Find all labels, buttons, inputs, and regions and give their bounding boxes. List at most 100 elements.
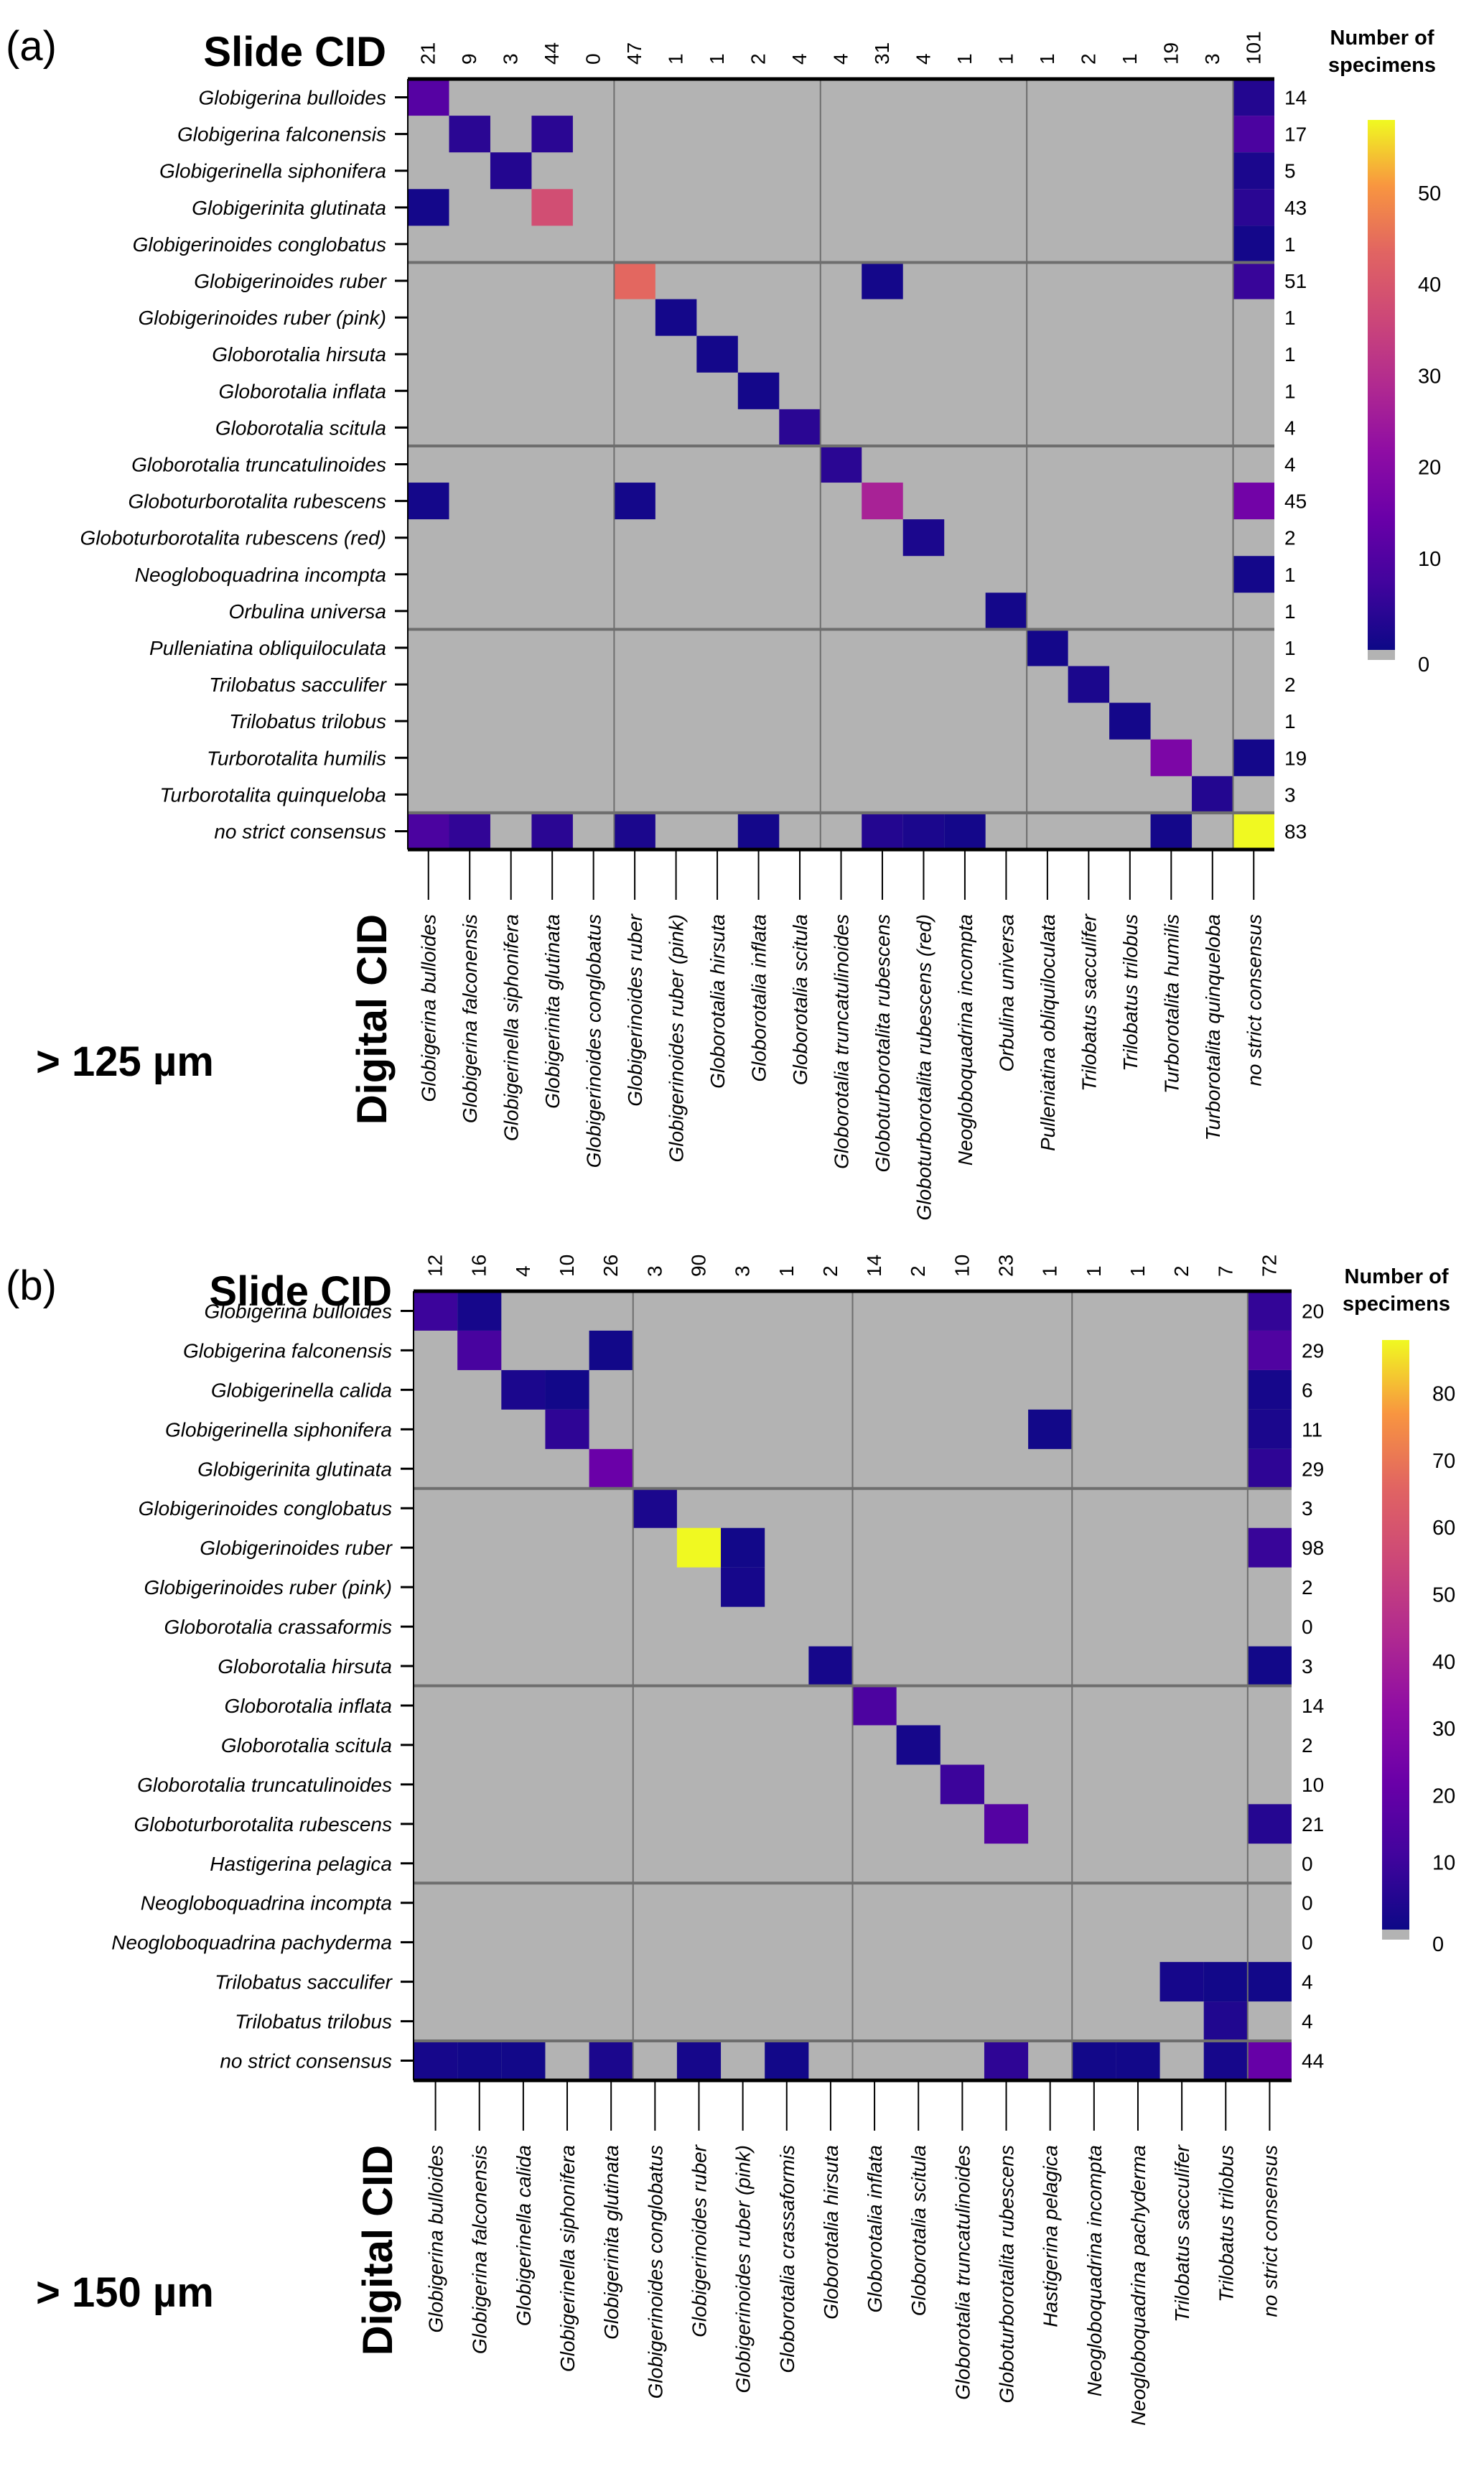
column-label: Globorotalia hirsuta [820,2145,842,2320]
heatmap-cell [589,1330,633,1370]
row-label: no strict consensus [214,820,386,842]
heatmap-cell [1247,1291,1292,1331]
heatmap-cell [614,483,655,520]
column-label: Globorotalia scitula [789,914,811,1085]
row-total: 14 [1284,87,1307,109]
heatmap-cell [721,1527,765,1568]
row-label: Globorotalia truncatulinoides [131,454,386,476]
column-label: Globorotalia inflata [748,914,770,1081]
column-label: Neogloboquadrina incompta [1083,2145,1106,2396]
heatmap-cell [984,2041,1029,2080]
heatmap-cell [820,445,862,483]
heatmap-cell [457,2041,502,2080]
row-label: Turborotalita humilis [207,747,386,769]
colorbar [1368,120,1395,650]
row-total: 0 [1302,1932,1313,1954]
heatmap-cell [1233,79,1274,116]
heatmap-cell [896,1725,941,1765]
column-label: Globigerinoides ruber [624,913,646,1106]
column-label: Trilobatus trilobus [1215,2145,1237,2302]
heatmap-cell [1247,2041,1292,2080]
heatmap-cell [1233,812,1274,850]
y-axis-title: Slide CID [203,29,386,75]
size-fraction-label: > 125 µm [36,1038,214,1085]
row-total: 51 [1284,270,1307,292]
legend-title: specimens [1343,1293,1450,1316]
column-label: Globigerinella calida [513,2145,535,2326]
column-label: Globigerina bulloides [425,2145,447,2333]
row-total: 1 [1284,564,1296,586]
column-label: Globigerinella siphonifera [556,2145,579,2372]
colorbar-tick-label: 0 [1432,1933,1444,1956]
column-label: Globoturborotalita rubescens [872,914,894,1173]
colorbar-tick-label: 40 [1432,1651,1455,1674]
row-label: Neogloboquadrina incompta [141,1892,392,1915]
heatmap-cell [655,299,697,336]
heatmap-cell [676,1527,722,1568]
colorbar-tick-label: 20 [1432,1785,1455,1808]
column-label: Globigerina bulloides [418,914,440,1102]
column-label: Globorotalia truncatulinoides [831,914,853,1169]
heatmap-cell [1233,556,1274,593]
colorbar-tick-label: 10 [1432,1852,1455,1875]
column-total: 3 [732,1265,754,1277]
row-total: 5 [1284,160,1296,182]
column-label: Globigerinoides conglobatus [583,914,605,1168]
heatmap-cell [408,189,449,226]
heatmap-cell [721,1567,765,1607]
column-total: 12 [424,1255,447,1277]
column-label: Pulleniatina obliquiloculata [1037,914,1059,1151]
row-total: 21 [1302,1813,1324,1836]
heatmap-cell [1247,1962,1292,2002]
row-total: 19 [1284,747,1307,769]
heatmap-cell [1150,739,1193,776]
heatmap-cell [862,812,903,850]
column-label: Globorotalia hirsuta [706,914,729,1089]
column-label: Globigerinoides conglobatus [644,2145,666,2399]
column-total: 0 [582,53,605,65]
column-total: 23 [995,1255,1017,1277]
column-total: 1 [1039,1265,1061,1277]
heatmap-cell [1203,1962,1248,2002]
column-total: 72 [1258,1255,1280,1277]
x-axis-title: Digital CID [355,2145,401,2355]
row-total: 29 [1302,1339,1324,1362]
panel-a: (a) Slide CID 21 9 3 44 0 47 1 1 2 4 4 31 4 1 1 1 2 1 19 3 101… [6,23,1441,1220]
heatmap-cell [676,2041,722,2080]
heatmap-cell [1233,262,1274,299]
heatmap-cell [614,812,655,850]
column-total: 3 [500,53,522,65]
row-label: Globigerina falconensis [177,124,386,146]
column-total: 1 [775,1265,798,1277]
row-total: 29 [1302,1458,1324,1480]
heatmap-cell [1072,2041,1116,2080]
heatmap-cell [1247,1646,1292,1686]
row-total: 0 [1302,1853,1313,1875]
column-total: 3 [643,1265,666,1277]
row-label: Neogloboquadrina incompta [135,564,386,586]
column-total: 47 [623,42,645,65]
column-label: Turborotalita humilis [1160,914,1182,1094]
heatmap-cell [1233,152,1274,190]
row-total: 2 [1302,1734,1313,1757]
row-label: Globoturborotalita rubescens (red) [80,527,386,549]
colorbar-tick-label: 70 [1432,1450,1455,1473]
column-total: 1 [1119,53,1141,65]
column-total: 31 [871,42,893,65]
row-label: Globigerinoides ruber [194,270,387,292]
column-total: 1 [1126,1265,1149,1277]
colorbar-tick-label: 30 [1432,1718,1455,1741]
column-label: Globigerina falconensis [459,914,481,1123]
column-total: 2 [1170,1265,1193,1277]
heatmap-cell [1233,225,1274,263]
heatmap-cell [457,1291,502,1331]
row-total: 6 [1302,1379,1313,1401]
row-total: 98 [1302,1537,1324,1559]
column-label: Hastigerina pelagica [1040,2145,1062,2327]
column-label: no strict consensus [1259,2145,1281,2317]
heatmap-cell [944,812,986,850]
column-total: 2 [907,1265,929,1277]
heatmap-cell [765,2041,809,2080]
column-label: Globigerinoides ruber (pink) [666,914,688,1163]
